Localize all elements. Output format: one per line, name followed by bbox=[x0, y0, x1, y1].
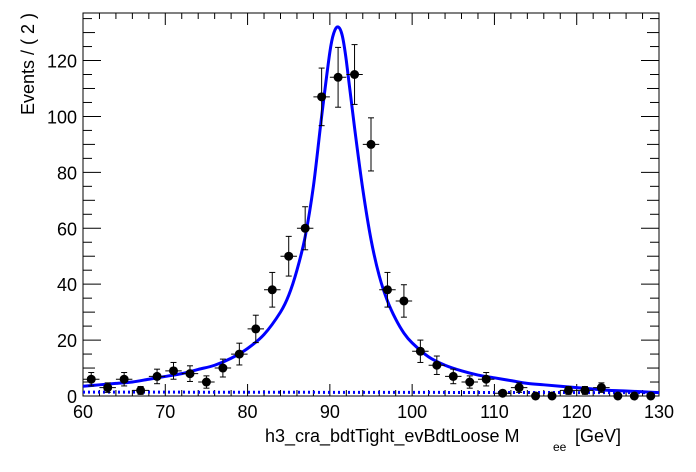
data-point-group bbox=[264, 271, 281, 308]
data-point-group bbox=[214, 358, 232, 378]
data-point-group bbox=[543, 391, 561, 401]
data-point-marker bbox=[234, 349, 244, 359]
data-point-group bbox=[132, 385, 149, 395]
data-point-group bbox=[165, 361, 182, 380]
total-fit-curve bbox=[82, 25, 660, 395]
data-points-layer bbox=[83, 44, 659, 401]
data-point-marker bbox=[596, 383, 606, 393]
data-point-group bbox=[346, 44, 363, 105]
data-point-marker bbox=[103, 383, 113, 393]
background-fit-layer bbox=[82, 390, 660, 395]
data-point-marker bbox=[317, 92, 327, 102]
data-point-group bbox=[494, 388, 511, 398]
x-tick-label: 100 bbox=[397, 402, 427, 422]
y-axis: 0 20 40 60 80 100 120 bbox=[47, 18, 659, 407]
data-point-marker bbox=[448, 371, 458, 381]
data-point-group bbox=[527, 391, 544, 401]
y-tick-label: 40 bbox=[57, 275, 77, 295]
data-point-marker bbox=[514, 383, 524, 393]
data-point-marker bbox=[152, 371, 162, 381]
data-point-group bbox=[626, 391, 643, 401]
y-tick-label: 100 bbox=[47, 107, 77, 127]
x-tick-label: 90 bbox=[320, 402, 340, 422]
y-tick-label: 120 bbox=[47, 52, 77, 72]
data-point-group bbox=[510, 382, 528, 393]
data-point-group bbox=[428, 355, 446, 375]
x-tick-label: 80 bbox=[238, 402, 258, 422]
data-point-group bbox=[461, 375, 478, 389]
data-point-group bbox=[609, 391, 627, 401]
data-point-group bbox=[477, 372, 495, 387]
data-point-marker bbox=[415, 346, 425, 356]
data-point-marker bbox=[201, 377, 211, 387]
data-point-marker bbox=[399, 296, 409, 306]
data-point-group bbox=[115, 372, 133, 387]
data-point-marker bbox=[580, 385, 590, 395]
data-point-marker bbox=[613, 391, 623, 401]
data-point-marker bbox=[119, 374, 129, 384]
data-point-marker bbox=[629, 391, 639, 401]
data-point-marker bbox=[646, 391, 656, 401]
y-tick-label: 80 bbox=[57, 163, 77, 183]
data-point-marker bbox=[366, 139, 376, 149]
data-point-group bbox=[247, 314, 265, 344]
data-point-group bbox=[313, 67, 330, 127]
data-point-group bbox=[83, 372, 100, 387]
data-point-marker bbox=[382, 285, 392, 295]
data-point-group bbox=[181, 365, 199, 382]
y-axis-title: Events / ( 2 ) bbox=[18, 13, 38, 115]
data-point-marker bbox=[432, 360, 442, 370]
data-point-marker bbox=[300, 223, 310, 233]
data-point-marker bbox=[531, 391, 541, 401]
data-point-group bbox=[148, 368, 166, 385]
data-point-marker bbox=[547, 391, 557, 401]
data-point-group bbox=[329, 46, 347, 108]
x-tick-label: 60 bbox=[73, 402, 93, 422]
data-point-group bbox=[642, 391, 659, 401]
data-point-group bbox=[379, 271, 396, 308]
y-tick-label: 20 bbox=[57, 331, 77, 351]
data-point-marker bbox=[267, 285, 277, 295]
data-point-group bbox=[99, 382, 116, 393]
data-point-marker bbox=[563, 385, 573, 395]
data-point-marker bbox=[350, 70, 360, 80]
data-point-marker bbox=[86, 374, 96, 384]
data-point-marker bbox=[333, 72, 343, 82]
data-point-group bbox=[362, 117, 380, 172]
y-tick-label: 60 bbox=[57, 219, 77, 239]
data-point-marker bbox=[465, 377, 475, 387]
background-fit-line bbox=[82, 390, 660, 395]
x-tick-label: 70 bbox=[155, 402, 175, 422]
x-tick-label: 120 bbox=[562, 402, 592, 422]
data-point-group bbox=[593, 382, 610, 393]
data-point-group bbox=[296, 206, 314, 251]
plot-frame bbox=[82, 12, 660, 397]
total-fit-layer bbox=[82, 25, 660, 395]
data-point-group bbox=[280, 235, 297, 277]
data-point-group bbox=[198, 375, 215, 389]
y-tick-label: 0 bbox=[67, 387, 77, 407]
data-point-group bbox=[560, 385, 577, 395]
data-point-group bbox=[576, 385, 594, 395]
data-point-group bbox=[445, 368, 462, 385]
x-tick-label: 110 bbox=[480, 402, 509, 422]
x-axis: 60 70 80 90 100 110 120 130 bbox=[73, 13, 674, 422]
data-point-marker bbox=[185, 369, 195, 379]
data-point-marker bbox=[136, 385, 146, 395]
data-point-marker bbox=[498, 388, 508, 398]
data-point-group bbox=[395, 284, 413, 318]
data-point-marker bbox=[218, 363, 228, 373]
data-point-marker bbox=[284, 251, 294, 261]
data-point-marker bbox=[169, 366, 179, 376]
x-tick-label: 130 bbox=[644, 402, 674, 422]
data-point-group bbox=[412, 339, 429, 363]
x-axis-title: h3_cra_bdtTight_evBdtLoose M bbox=[265, 426, 520, 447]
data-point-marker bbox=[481, 374, 491, 384]
data-point-group bbox=[231, 342, 248, 366]
data-point-marker bbox=[251, 324, 261, 334]
x-axis-title-subscript: ee bbox=[553, 440, 567, 454]
x-axis-title-unit: [GeV] bbox=[575, 426, 621, 446]
